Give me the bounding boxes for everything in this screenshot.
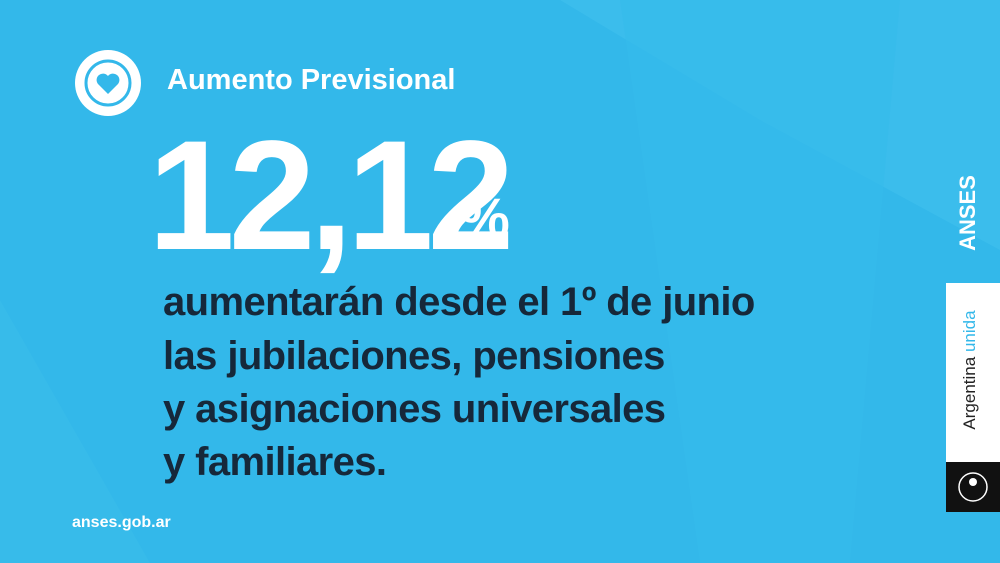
body-line: y familiares.	[163, 440, 387, 484]
facet	[0, 300, 150, 563]
title: Aumento Previsional	[167, 64, 456, 96]
body-line: aumentarán desde el 1º de junio	[163, 280, 755, 324]
slogan-word: Argentina	[960, 356, 979, 430]
facet	[620, 0, 900, 563]
headline-number: 12,12	[148, 109, 514, 283]
slogan: Argentina unida	[960, 300, 980, 440]
footer-url: anses.gob.ar	[72, 514, 171, 531]
slogan-word: unida	[960, 310, 979, 353]
heart-ring	[84, 59, 132, 107]
body-line: las jubilaciones, pensiones	[163, 334, 665, 378]
brand: ANSES	[955, 175, 980, 251]
emblem-box	[946, 462, 1000, 512]
headline-unit: %	[460, 186, 510, 249]
body-line: y asignaciones universales	[163, 387, 666, 431]
heart-icon	[96, 73, 120, 94]
slogan-panel	[946, 283, 1000, 463]
